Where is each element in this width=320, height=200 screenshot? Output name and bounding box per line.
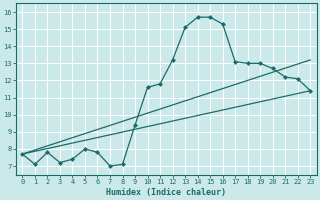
X-axis label: Humidex (Indice chaleur): Humidex (Indice chaleur): [106, 188, 226, 197]
